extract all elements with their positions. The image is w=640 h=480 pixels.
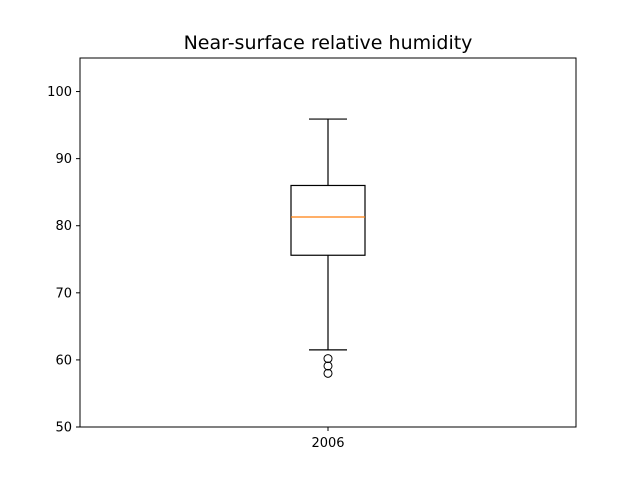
outlier-point <box>323 354 333 364</box>
y-tick-label: 60 <box>55 353 72 368</box>
x-tick-label: 2006 <box>311 436 344 451</box>
y-tick-label: 100 <box>47 85 72 100</box>
y-tick-label: 70 <box>55 286 72 301</box>
y-tick-label: 90 <box>55 152 72 167</box>
outlier-point <box>323 368 333 378</box>
y-tick-label: 80 <box>55 219 72 234</box>
axes-frame <box>79 57 577 428</box>
iqr-box <box>290 184 366 256</box>
y-tick-label: 50 <box>55 421 72 436</box>
plot-area: 50 60 70 80 90 100 2006 <box>47 85 366 451</box>
outlier-point <box>323 361 333 371</box>
chart-title: Near-surface relative humidity <box>184 32 473 54</box>
